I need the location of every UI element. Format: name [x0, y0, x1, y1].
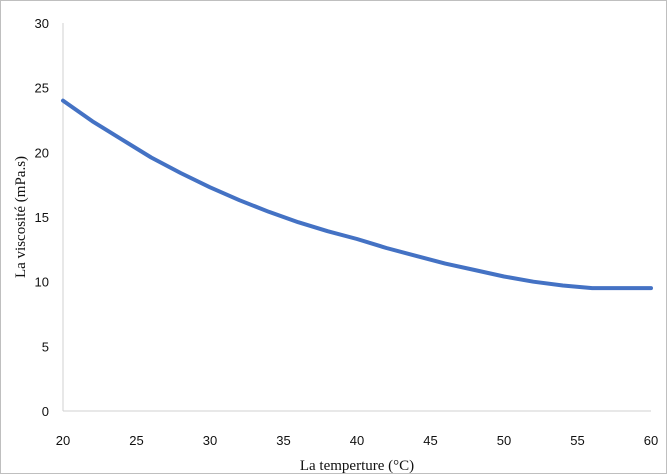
- x-tick-label: 20: [56, 433, 70, 448]
- y-tick-label: 15: [35, 210, 49, 225]
- x-tick-label: 35: [276, 433, 290, 448]
- y-tick-label: 20: [35, 145, 49, 160]
- x-axis-ticks: 20 25 30 35 40 45 50 55 60: [56, 433, 658, 448]
- x-tick-label: 55: [570, 433, 584, 448]
- x-tick-label: 50: [497, 433, 511, 448]
- x-tick-label: 45: [423, 433, 437, 448]
- x-tick-label: 30: [203, 433, 217, 448]
- x-tick-label: 60: [644, 433, 658, 448]
- series-layer: [61, 98, 653, 291]
- y-tick-label: 30: [35, 16, 49, 31]
- y-axis-ticks: 0 5 10 15 20 25 30: [35, 16, 49, 419]
- x-axis-title: La temperture (°C): [300, 458, 414, 474]
- y-tick-label: 5: [42, 339, 49, 354]
- y-tick-label: 10: [35, 275, 49, 290]
- x-tick-label: 40: [350, 433, 364, 448]
- y-tick-label: 25: [35, 81, 49, 96]
- y-axis-title: La viscosité (mPa.s): [13, 156, 29, 278]
- y-tick-label: 0: [42, 404, 49, 419]
- x-tick-label: 25: [129, 433, 143, 448]
- series-line: [61, 98, 653, 291]
